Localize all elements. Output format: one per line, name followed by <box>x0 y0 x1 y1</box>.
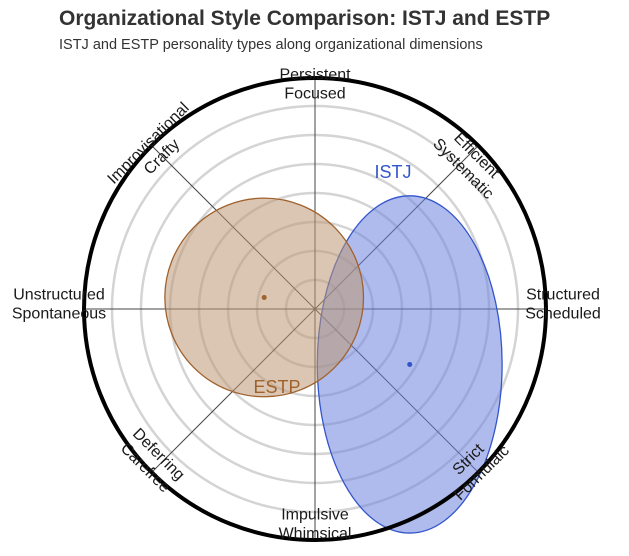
axis-label-line: Scheduled <box>525 306 601 323</box>
chart-subtitle: ISTJ and ESTP personality types along or… <box>59 37 483 53</box>
axis-label-line: Structured <box>526 287 600 304</box>
outer-circle <box>82 76 548 542</box>
axis-label-line: Unstructured <box>13 287 105 304</box>
axis-labels: PersistentFocusedEfficientSystematicStru… <box>12 67 601 543</box>
axis-label-line: Focused <box>284 86 345 103</box>
axis-label-line: Impulsive <box>281 507 349 524</box>
axis-label-structured: Structured Scheduled <box>525 287 601 323</box>
series-labels: ISTJ ESTP <box>253 162 411 397</box>
axis-label-line: Persistent <box>279 67 351 84</box>
series-label-estp: ESTP <box>253 377 300 397</box>
series-shapes <box>164 195 503 534</box>
series-label-istj: ISTJ <box>374 162 411 182</box>
axis-label-line: Whimsical <box>279 526 352 543</box>
axis-label-unstructured: Unstructured Spontaneous <box>12 287 106 323</box>
axis-label-line: Spontaneous <box>12 306 106 323</box>
axis-label-impulsive: Impulsive Whimsical <box>279 507 352 543</box>
axis-label-persistent: Persistent Focused <box>279 67 351 103</box>
series-center-istj <box>407 361 413 367</box>
series-center-estp <box>261 294 267 300</box>
chart-title: Organizational Style Comparison: ISTJ an… <box>59 7 551 30</box>
